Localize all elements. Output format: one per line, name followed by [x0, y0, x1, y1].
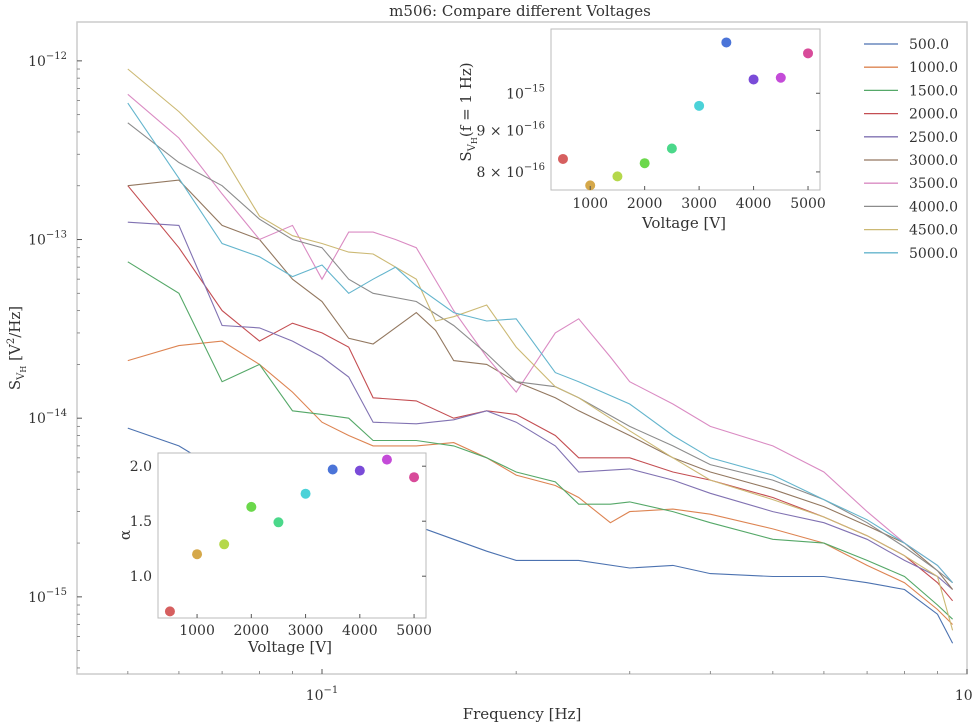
legend-label: 1500.0 [909, 83, 958, 99]
inset-alpha-x-tick-label: 2000 [233, 623, 269, 639]
inset-psd-point [639, 158, 650, 169]
main-x-ticks: 10−1 100 [127, 669, 972, 704]
inset-alpha-x-axis-label: Voltage [V] [247, 638, 332, 656]
legend-label: 2500.0 [909, 130, 958, 146]
inset-psd-x-tick-label: 4000 [736, 196, 772, 212]
inset-psd-point [557, 153, 568, 164]
series-line-4500.0 [127, 68, 954, 631]
inset-alpha-x-tick-label: 4000 [342, 623, 378, 639]
inset-psd-x-axis-label: Voltage [V] [641, 214, 726, 232]
inset-alpha-x-tick-label: 3000 [288, 623, 324, 639]
legend-label: 4000.0 [909, 199, 958, 215]
y-tick-label: 10−14 [28, 408, 67, 427]
legend-label: 500.0 [909, 37, 949, 53]
legend-label: 2000.0 [909, 107, 958, 123]
inset-psd-point [585, 180, 596, 191]
inset-alpha-point [327, 464, 338, 475]
inset-psd-y-tick-label: 9 × 10−16 [477, 120, 545, 139]
inset-psd-y-axis-label: SVH(f = 1 Hz) [457, 62, 479, 161]
inset-alpha-point [273, 517, 284, 528]
inset-alpha-point [164, 606, 175, 617]
inset-alpha-y-tick-label: 1.0 [130, 569, 152, 585]
inset-alpha-point [300, 488, 311, 499]
series-line-4000.0 [127, 122, 953, 584]
y-tick-label: 10−12 [28, 51, 67, 70]
y-tick-label: 10−15 [28, 587, 67, 606]
inset-alpha-point [246, 501, 257, 512]
inset-alpha-point [192, 549, 203, 560]
legend-label: 3000.0 [909, 153, 958, 169]
inset-alpha-points: 1000 2000 3000 4000 5000 1.0 1.5 2.0 [130, 454, 432, 639]
inset-psd-x-tick-label: 5000 [790, 196, 826, 212]
inset-psd-point [748, 74, 759, 85]
inset-psd-point [775, 72, 786, 83]
series-line-1000.0 [127, 340, 953, 625]
inset-alpha-point [381, 454, 392, 465]
legend-label: 5000.0 [909, 246, 958, 262]
inset-alpha-frame [157, 452, 427, 619]
inset-psd-frame [550, 28, 821, 191]
series-line-3500.0 [127, 93, 954, 584]
inset-psd-point [803, 48, 814, 59]
main-y-axis-label: SVH [V2/Hz] [6, 306, 28, 390]
series-line-2500.0 [127, 221, 953, 590]
y-tick-label: 10−13 [28, 230, 67, 249]
inset-alpha-x-tick-label: 1000 [179, 623, 215, 639]
inset-psd-points: 1000 2000 3000 4000 5000 8 × 10−16 9 × 10−16 10… [477, 37, 826, 212]
inset-alpha-point [219, 539, 230, 550]
x-tick-label: 100 [955, 685, 972, 704]
inset-psd-x-tick-label: 2000 [627, 196, 663, 212]
inset-psd-x-tick-label: 3000 [681, 196, 717, 212]
chart-title: m506: Compare different Voltages [389, 2, 651, 20]
inset-psd-point [721, 37, 732, 48]
inset-alpha-y-axis-label: α [116, 530, 134, 540]
main-x-axis-label: Frequency [Hz] [463, 705, 582, 723]
inset-alpha-y-tick-label: 1.5 [130, 514, 152, 530]
legend: 500.0 1000.0 1500.0 2000.0 2500.0 3000.0 3500.… [864, 37, 958, 262]
inset-alpha-x-tick-label: 5000 [396, 623, 432, 639]
legend-label: 1000.0 [909, 60, 958, 76]
x-tick-label: 10−1 [306, 685, 339, 704]
inset-psd-y-tick-label: 8 × 10−16 [477, 162, 545, 181]
inset-psd-point [694, 100, 705, 111]
series-line-1500.0 [127, 261, 953, 620]
series-line-3000.0 [127, 179, 954, 590]
inset-alpha-point [409, 472, 420, 483]
legend-label: 3500.0 [909, 176, 958, 192]
inset-psd-x-tick-label: 1000 [572, 196, 608, 212]
inset-alpha-y-tick-label: 2.0 [130, 459, 152, 475]
inset-psd-point [666, 143, 677, 154]
inset-alpha-point [354, 465, 365, 476]
legend-label: 4500.0 [909, 223, 958, 239]
inset-psd-point [612, 171, 623, 182]
series-line-5000.0 [127, 102, 954, 584]
main-y-ticks: 10−15 10−14 10−13 10−12 [28, 51, 82, 669]
inset-psd-y-tick-label: 10−15 [506, 83, 545, 102]
